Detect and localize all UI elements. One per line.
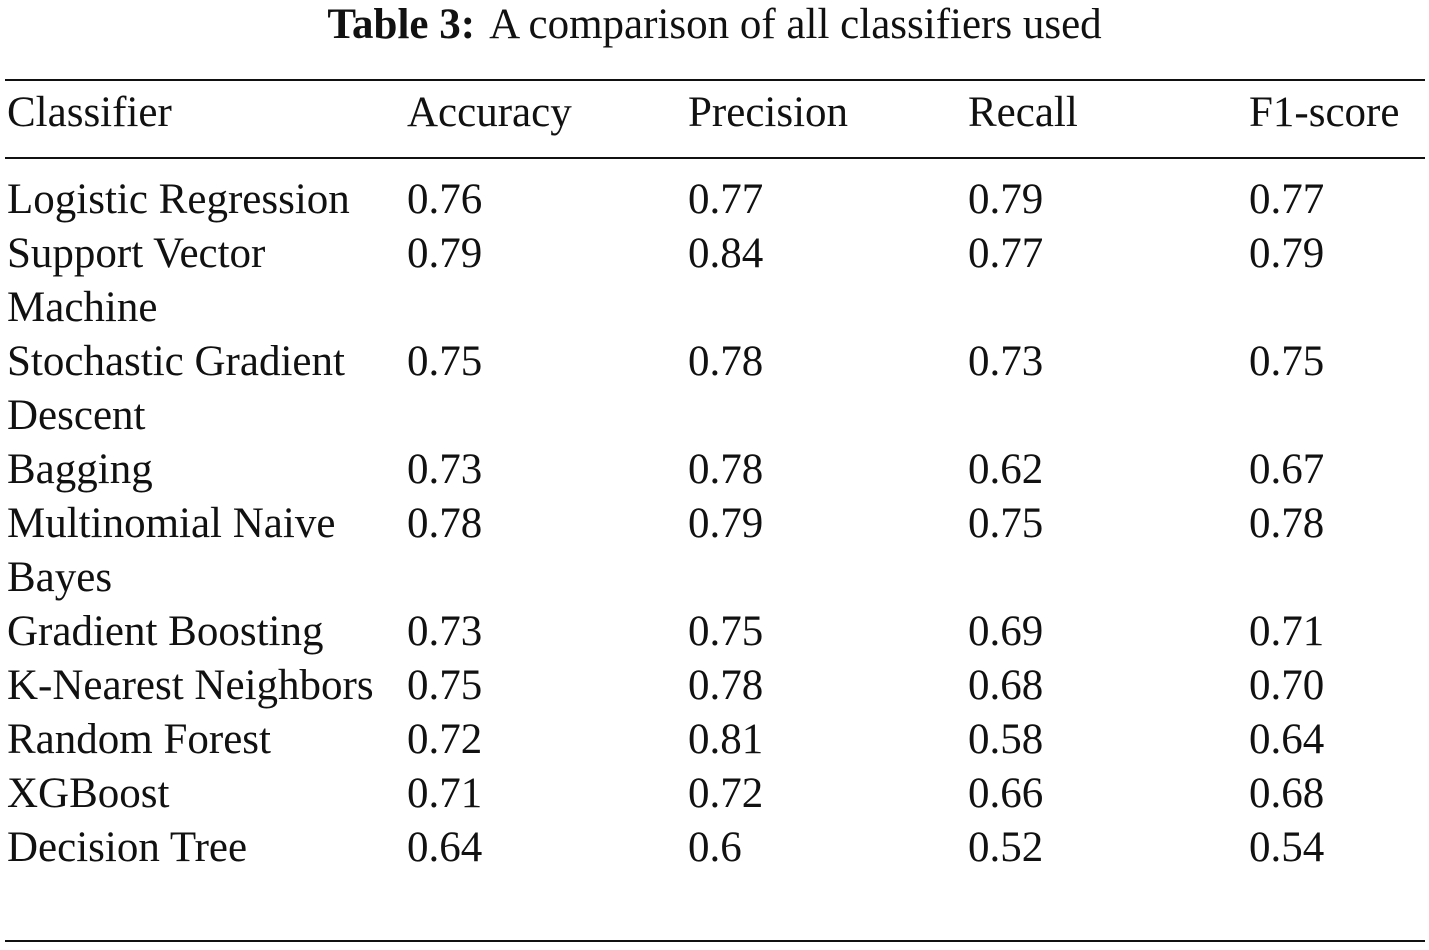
table-row: Decision Tree 0.64 0.6 0.52 0.54 xyxy=(7,821,1425,875)
accuracy-cell: 0.73 xyxy=(407,446,483,493)
precision-cell: 0.75 xyxy=(688,608,764,655)
bottom-rule xyxy=(5,940,1425,942)
table-row: Multinomial Naive Bayes 0.78 0.79 0.75 0… xyxy=(7,497,1425,605)
recall-cell: 0.77 xyxy=(968,230,1044,277)
accuracy-cell: 0.64 xyxy=(407,824,483,871)
classifier-cell: K-Nearest Neighbors xyxy=(7,662,374,709)
recall-cell: 0.75 xyxy=(968,500,1044,547)
header-row: Classifier Accuracy Precision Recall F1-… xyxy=(7,86,1425,140)
precision-cell: 0.78 xyxy=(688,662,764,709)
recall-cell: 0.58 xyxy=(968,716,1044,763)
table-caption: Table 3: A comparison of all classifiers … xyxy=(0,0,1429,50)
table-row: K-Nearest Neighbors 0.75 0.78 0.68 0.70 xyxy=(7,659,1425,713)
recall-cell: 0.66 xyxy=(968,770,1044,817)
table-row: Gradient Boosting 0.73 0.75 0.69 0.71 xyxy=(7,605,1425,659)
classifier-cell: Multinomial Naive Bayes xyxy=(7,500,336,601)
precision-cell: 0.78 xyxy=(688,446,764,493)
f1-cell: 0.67 xyxy=(1249,446,1325,493)
accuracy-cell: 0.78 xyxy=(407,500,483,547)
precision-cell: 0.78 xyxy=(688,338,764,385)
f1-cell: 0.70 xyxy=(1249,662,1325,709)
table-row: Stochastic Gradient Descent 0.75 0.78 0.… xyxy=(7,335,1425,443)
accuracy-cell: 0.71 xyxy=(407,770,483,817)
accuracy-cell: 0.72 xyxy=(407,716,483,763)
precision-cell: 0.6 xyxy=(688,824,742,871)
caption-text: A comparison of all classifiers used xyxy=(489,1,1102,48)
precision-cell: 0.72 xyxy=(688,770,764,817)
recall-cell: 0.62 xyxy=(968,446,1044,493)
recall-cell: 0.79 xyxy=(968,176,1044,223)
accuracy-cell: 0.73 xyxy=(407,608,483,655)
precision-cell: 0.81 xyxy=(688,716,764,763)
classifier-cell: Gradient Boosting xyxy=(7,608,324,655)
header-precision: Precision xyxy=(688,89,849,136)
header-classifier: Classifier xyxy=(7,89,172,136)
f1-cell: 0.64 xyxy=(1249,716,1325,763)
table-header: Classifier Accuracy Precision Recall F1-… xyxy=(7,86,1425,148)
header-recall: Recall xyxy=(968,89,1078,136)
classifier-cell: XGBoost xyxy=(7,770,170,817)
classifier-cell: Logistic Regression xyxy=(7,176,350,223)
header-f1-score: F1-score xyxy=(1249,89,1400,136)
classifier-cell: Random Forest xyxy=(7,716,271,763)
table-body: Logistic Regression 0.76 0.77 0.79 0.77 … xyxy=(7,173,1425,875)
table-row: Bagging 0.73 0.78 0.62 0.67 xyxy=(7,443,1425,497)
f1-cell: 0.78 xyxy=(1249,500,1325,547)
table-row: Support Vector Machine 0.79 0.84 0.77 0.… xyxy=(7,227,1425,335)
f1-cell: 0.75 xyxy=(1249,338,1325,385)
precision-cell: 0.84 xyxy=(688,230,764,277)
precision-cell: 0.77 xyxy=(688,176,764,223)
accuracy-cell: 0.75 xyxy=(407,338,483,385)
f1-cell: 0.71 xyxy=(1249,608,1325,655)
f1-cell: 0.79 xyxy=(1249,230,1325,277)
classifier-cell: Bagging xyxy=(7,446,153,493)
f1-cell: 0.68 xyxy=(1249,770,1325,817)
recall-cell: 0.52 xyxy=(968,824,1044,871)
top-rule xyxy=(5,79,1425,81)
header-accuracy: Accuracy xyxy=(407,89,572,136)
header-rule xyxy=(5,157,1425,159)
recall-cell: 0.69 xyxy=(968,608,1044,655)
table-row: Random Forest 0.72 0.81 0.58 0.64 xyxy=(7,713,1425,767)
accuracy-cell: 0.76 xyxy=(407,176,483,223)
accuracy-cell: 0.79 xyxy=(407,230,483,277)
recall-cell: 0.73 xyxy=(968,338,1044,385)
f1-cell: 0.54 xyxy=(1249,824,1325,871)
caption-label: Table 3: xyxy=(327,1,476,48)
table-row: XGBoost 0.71 0.72 0.66 0.68 xyxy=(7,767,1425,821)
classifier-cell: Decision Tree xyxy=(7,824,248,871)
precision-cell: 0.79 xyxy=(688,500,764,547)
f1-cell: 0.77 xyxy=(1249,176,1325,223)
recall-cell: 0.68 xyxy=(968,662,1044,709)
table-row: Logistic Regression 0.76 0.77 0.79 0.77 xyxy=(7,173,1425,227)
accuracy-cell: 0.75 xyxy=(407,662,483,709)
classifier-cell: Stochastic Gradient Descent xyxy=(7,338,345,439)
classifier-cell: Support Vector Machine xyxy=(7,230,266,331)
